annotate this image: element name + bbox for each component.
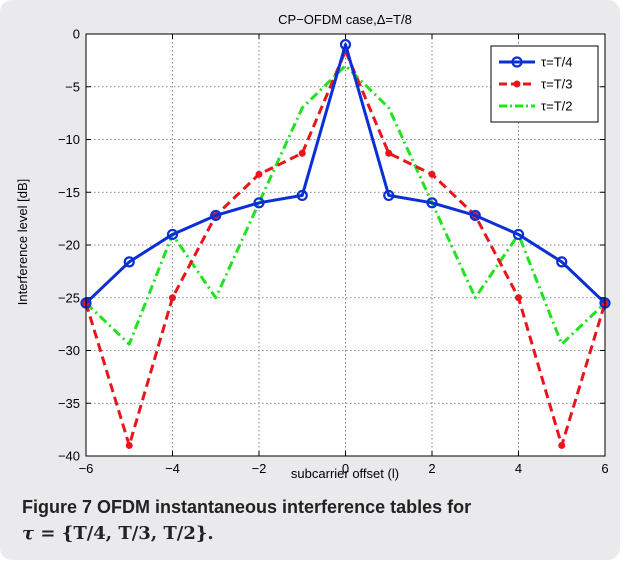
- figure-caption: Figure 7 OFDM instantaneous interference…: [22, 494, 612, 547]
- series-2-point: [428, 170, 436, 178]
- series-1-point: [166, 228, 179, 241]
- legend-marker-2: [513, 80, 521, 88]
- series-1-point: [556, 256, 568, 268]
- y-tick-label: −10: [58, 132, 80, 147]
- x-tick-label: −6: [79, 461, 94, 476]
- axis-ticks: −6 −4 −2 0 2 4 60−5−10−15−20−25−30−35−40: [58, 27, 609, 477]
- y-axis-label: Interference level [dB]: [15, 179, 30, 305]
- x-tick-label: 2: [428, 461, 435, 476]
- legend-label-3: τ=T/2: [541, 99, 573, 114]
- series-1-point: [512, 228, 525, 241]
- caption-text: OFDM instantaneous interference tables f…: [97, 497, 472, 517]
- series-2-point: [515, 294, 522, 302]
- x-axis-label: subcarrier offset (l): [291, 466, 399, 481]
- series-1-point: [426, 197, 438, 209]
- series-2-point: [385, 149, 393, 157]
- caption-math-symbol: τ: [22, 523, 35, 544]
- y-tick-label: −25: [58, 290, 80, 305]
- caption-math-set: = {T/4, T/3, T/2}.: [34, 523, 214, 544]
- series-2-point: [125, 441, 133, 449]
- x-tick-label: 4: [515, 461, 522, 476]
- series-1-point: [123, 256, 135, 268]
- legend-label-1: τ=T/4: [541, 55, 573, 70]
- y-tick-label: −5: [65, 79, 80, 94]
- series-1-point: [296, 189, 308, 202]
- y-tick-label: −40: [58, 449, 80, 464]
- chart-title: CP−OFDM case,Δ=T/8: [278, 12, 412, 27]
- x-tick-label: −4: [165, 461, 180, 476]
- chart: CP−OFDM case,Δ=T/8 −6 −4 −2 0 2 4 60−5−10−15−2…: [15, 12, 611, 481]
- y-tick-label: −35: [58, 396, 80, 411]
- x-tick-label: 6: [601, 461, 608, 476]
- y-tick-label: −30: [58, 343, 80, 358]
- legend: τ=T/4 τ=T/3 τ=T/2: [490, 45, 599, 123]
- x-tick-label: −2: [252, 461, 267, 476]
- series-2-point: [298, 149, 306, 157]
- series-1-point: [210, 209, 222, 222]
- series-1-point: [339, 38, 352, 51]
- series-layer: [80, 38, 611, 449]
- y-tick-label: −20: [58, 238, 80, 253]
- series-2-point: [169, 294, 176, 302]
- figure-label: Figure 7: [22, 497, 93, 517]
- y-tick-label: 0: [73, 27, 80, 42]
- series-2-point: [558, 441, 566, 449]
- y-tick-label: −15: [58, 185, 80, 200]
- x-tick-label: 0: [342, 461, 349, 476]
- legend-marker-1: [511, 56, 523, 68]
- series-1-point: [253, 197, 265, 209]
- series-line-1: [84, 43, 607, 305]
- legend-label-2: τ=T/3: [541, 77, 573, 92]
- series-1-point: [383, 189, 395, 202]
- series-1-point: [469, 209, 481, 222]
- series-2-point: [255, 170, 263, 178]
- legend-box: [490, 45, 599, 123]
- figure-panel: CP−OFDM case,Δ=T/8 −6 −4 −2 0 2 4 6 0 −5 −10 −15 −2…: [0, 0, 620, 560]
